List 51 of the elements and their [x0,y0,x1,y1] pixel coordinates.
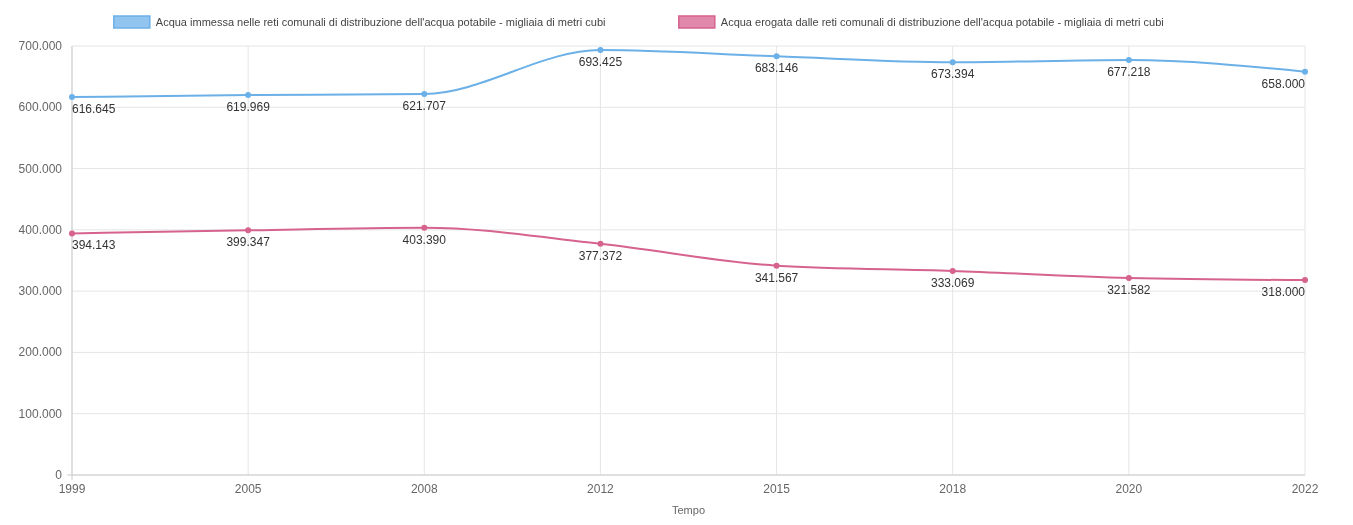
point [1302,277,1308,284]
x-tick-label: 1999 [58,482,86,496]
y-tick-label: 500.000 [18,161,63,176]
point [421,224,428,231]
x-tick-label: 2015 [763,482,791,496]
y-tick-label: 100.000 [18,406,63,421]
y-tick-label: 700.000 [18,39,63,53]
data-label: 616.645 [72,102,116,117]
point [949,59,956,66]
y-tick-label: 0 [55,468,63,482]
point [773,262,780,269]
y-tick-label: 600.000 [18,100,63,115]
x-tick-label: 2005 [234,482,262,496]
point [245,92,252,99]
data-label: 333.069 [931,275,975,290]
point [1125,274,1132,281]
data-label: 619.969 [226,100,271,115]
point [1125,56,1132,63]
data-label: 673.394 [931,67,975,82]
data-label: 621.707 [402,98,447,113]
data-label: 394.143 [72,238,116,253]
data-label: 321.582 [1107,282,1151,297]
point [773,53,780,60]
x-tick-label: 2018 [939,482,967,496]
data-label: 318.000 [1261,285,1306,300]
y-tick-label: 300.000 [18,284,63,299]
y-tick-label: 400.000 [18,222,63,237]
data-label: 683.146 [754,61,799,76]
data-label: 399.347 [226,235,271,250]
data-label: 693.425 [578,55,623,70]
x-tick-label: 2008 [410,482,438,496]
point [245,227,252,234]
y-tick-label: 200.000 [18,345,63,360]
legend-label: Acqua erogata dalle reti comunali di distribuzione dell'acqua potabile - migliaia di metri cubi [720,16,1164,28]
x-axis-title: Tempo [671,504,706,516]
data-label: 658.000 [1261,76,1306,91]
point [1302,68,1308,75]
point [421,90,428,97]
data-label: 403.390 [402,232,447,247]
data-label: 341.567 [754,270,799,285]
data-label: 677.218 [1107,64,1151,79]
point [69,94,75,101]
point [949,267,956,274]
x-tick-label: 2012 [587,482,615,496]
legend-label: Acqua immessa nelle reti comunali di distribuzione dell'acqua potabile - migliaia di metri cubi [155,16,606,28]
x-tick-label: 2020 [1115,482,1143,496]
data-label: 377.372 [578,248,623,263]
point [597,240,604,247]
x-tick-label: 2022 [1291,482,1319,496]
point [597,47,604,54]
point [69,230,75,237]
